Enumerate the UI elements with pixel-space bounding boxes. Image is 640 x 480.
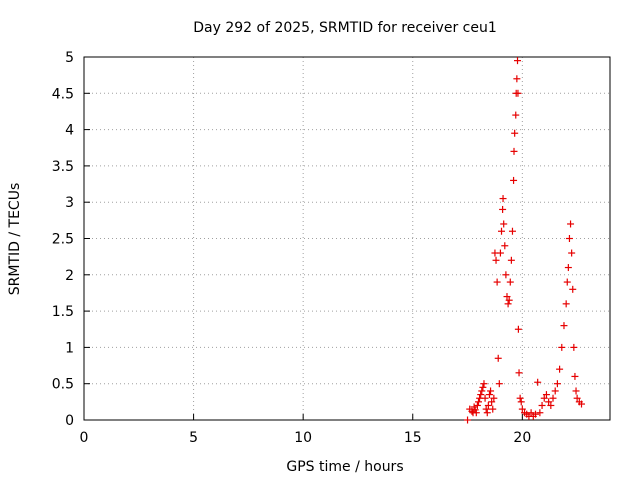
y-tick-label: 0 [65,413,74,429]
y-tick-label: 4 [65,123,74,139]
data-point [514,57,522,65]
data-points [464,57,586,424]
data-point [468,407,476,415]
data-point [562,300,570,308]
data-point [563,278,571,286]
data-point [488,398,496,406]
data-point [489,405,497,413]
data-point [567,220,575,228]
data-point [499,205,507,213]
data-point [475,398,482,406]
data-point [549,394,557,402]
data-point [482,405,490,413]
data-point [534,378,542,386]
y-tick-label: 0.5 [52,377,74,393]
data-point [492,256,500,264]
data-point [510,147,518,155]
data-point [512,111,520,119]
data-point [501,242,509,250]
data-point [479,383,487,391]
chart-title: Day 292 of 2025, SRMTID for receiver ceu… [193,20,497,36]
data-point [487,387,495,395]
data-point [551,387,559,395]
data-point [560,322,568,330]
data-point [485,391,493,399]
data-point [502,271,510,279]
data-point [514,89,522,97]
data-point [510,176,518,184]
x-axis-label: GPS time / hours [286,459,403,475]
data-point [472,409,480,417]
y-tick-label: 2.5 [52,232,74,248]
data-point [494,354,502,362]
axis-ticks: 0 5 10 15 20 0 0.5 1 1.5 2 2.5 3 3.5 4 4.5 5 [52,50,532,446]
data-point [515,369,523,377]
y-tick-label: 4.5 [52,86,74,102]
data-point [495,380,503,388]
data-point [500,220,508,228]
data-point [477,391,485,399]
y-tick-label: 1 [65,340,74,356]
data-point [572,387,580,395]
data-point [545,398,553,406]
data-point [496,249,504,257]
data-point [571,372,579,380]
data-point [464,416,472,424]
data-point [538,401,546,409]
x-tick-label: 0 [80,430,89,446]
data-point [518,405,526,413]
data-point [564,264,572,272]
data-point [568,249,576,257]
y-tick-label: 3.5 [52,159,74,175]
data-point [553,380,561,388]
x-tick-label: 20 [513,430,531,446]
data-point [556,365,564,373]
data-point [516,394,524,402]
data-point [573,394,581,402]
data-point [531,410,539,418]
x-tick-label: 5 [189,430,198,446]
data-point [558,343,566,351]
data-point [542,391,550,399]
data-point [570,343,578,351]
data-point [511,129,519,137]
data-point [569,285,577,293]
plot-frame [83,56,611,421]
data-point [513,75,521,83]
data-point [480,380,488,388]
data-point [508,227,516,235]
data-point [540,394,548,402]
data-point [504,300,512,308]
data-point [498,227,506,235]
data-point [490,394,498,402]
data-point [503,293,511,301]
y-tick-label: 3 [65,195,74,211]
data-point [565,235,573,242]
x-tick-label: 10 [294,430,312,446]
data-point [493,278,501,286]
y-tick-label: 5 [65,50,74,66]
y-tick-label: 2 [65,268,74,284]
data-point [506,278,514,286]
y-tick-label: 1.5 [52,304,74,320]
data-point [547,401,555,409]
data-point [507,256,515,264]
data-point [505,296,513,304]
data-point [483,409,491,417]
data-point [499,195,507,203]
data-point [517,398,525,406]
data-point [514,325,522,333]
data-point [481,394,489,402]
y-axis-label: SRMTID / TECUs [7,183,23,296]
data-point [536,409,544,417]
x-tick-label: 15 [404,430,422,446]
data-point [527,409,535,417]
data-point [578,400,586,408]
data-point [478,387,486,395]
data-point [484,401,492,409]
data-point [473,401,481,409]
grid-lines [84,57,610,420]
